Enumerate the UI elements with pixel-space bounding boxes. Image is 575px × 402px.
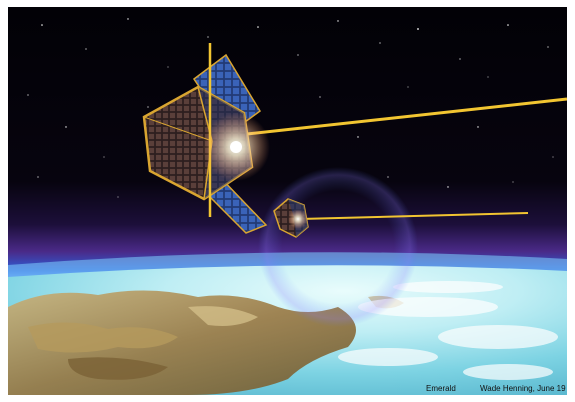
- illustration-frame: Emerald Wade Henning, June 19: [8, 7, 567, 395]
- sun-flare-core: [230, 141, 242, 153]
- lens-halo: [258, 167, 418, 327]
- space-scene: [8, 7, 567, 395]
- tether-line: [299, 212, 529, 220]
- cloud-layer: [338, 281, 558, 380]
- tether-line: [237, 97, 567, 137]
- caption-title: Emerald: [426, 384, 456, 393]
- star-field: [27, 18, 554, 198]
- continent: [8, 290, 404, 395]
- sun-flare: [288, 209, 308, 229]
- caption-credit: Wade Henning, June 19: [480, 384, 566, 393]
